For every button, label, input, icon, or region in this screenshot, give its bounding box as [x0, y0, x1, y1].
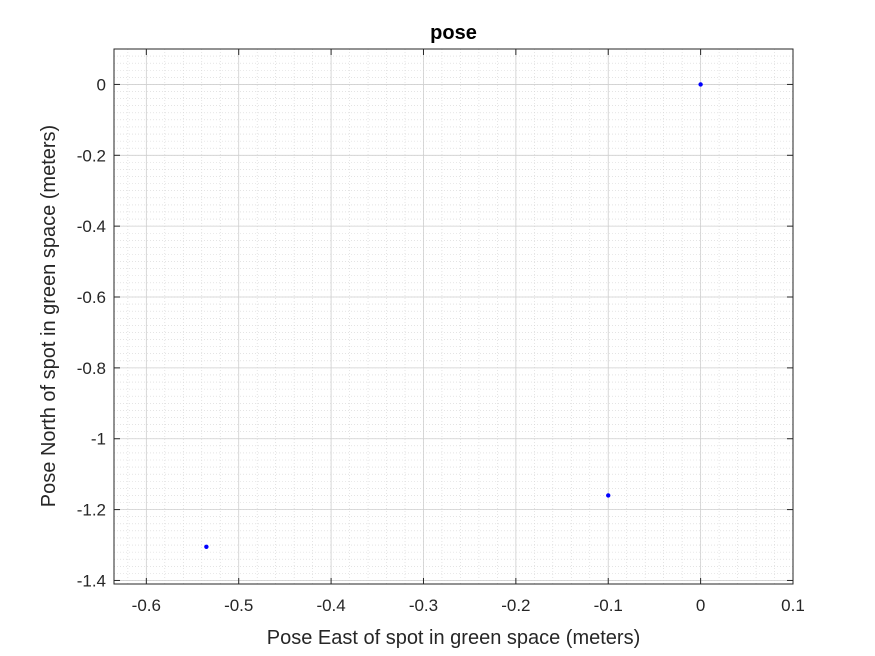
- data-point: [698, 82, 703, 87]
- y-tick-label: 0: [97, 75, 106, 94]
- x-tick-label: -0.2: [501, 596, 530, 615]
- x-tick-label: 0: [696, 596, 705, 615]
- y-tick-label: -0.2: [77, 146, 106, 165]
- y-tick-label: -1: [91, 430, 106, 449]
- plot-area: [114, 49, 793, 584]
- major-grid: [114, 49, 794, 584]
- data-points: [204, 82, 703, 549]
- y-tick-label: -1.2: [77, 501, 106, 520]
- ticks: [114, 49, 794, 584]
- x-tick-label: -0.5: [224, 596, 253, 615]
- y-tick-label: -1.4: [77, 571, 106, 590]
- data-point: [606, 493, 611, 498]
- x-tick-label: -0.1: [594, 596, 623, 615]
- y-tick-labels: 0 -0.2 -0.4 -0.6 -0.8 -1 -1.2 -1.4: [77, 75, 106, 590]
- x-tick-label: -0.4: [316, 596, 345, 615]
- y-tick-label: -0.8: [77, 359, 106, 378]
- y-axis-label: Pose North of spot in green space (meter…: [38, 125, 60, 507]
- x-tick-labels: -0.6 -0.5 -0.4 -0.3 -0.2 -0.1 0 0.1: [132, 596, 805, 615]
- y-tick-label: -0.6: [77, 288, 106, 307]
- x-axis-label: Pose East of spot in green space (meters…: [267, 627, 641, 649]
- y-tick-label: -0.4: [77, 217, 106, 236]
- x-tick-label: -0.3: [409, 596, 438, 615]
- axes-box: [113, 48, 794, 585]
- chart-title: pose: [430, 22, 477, 44]
- data-point: [204, 544, 209, 549]
- x-tick-label: 0.1: [781, 596, 805, 615]
- x-tick-label: -0.6: [132, 596, 161, 615]
